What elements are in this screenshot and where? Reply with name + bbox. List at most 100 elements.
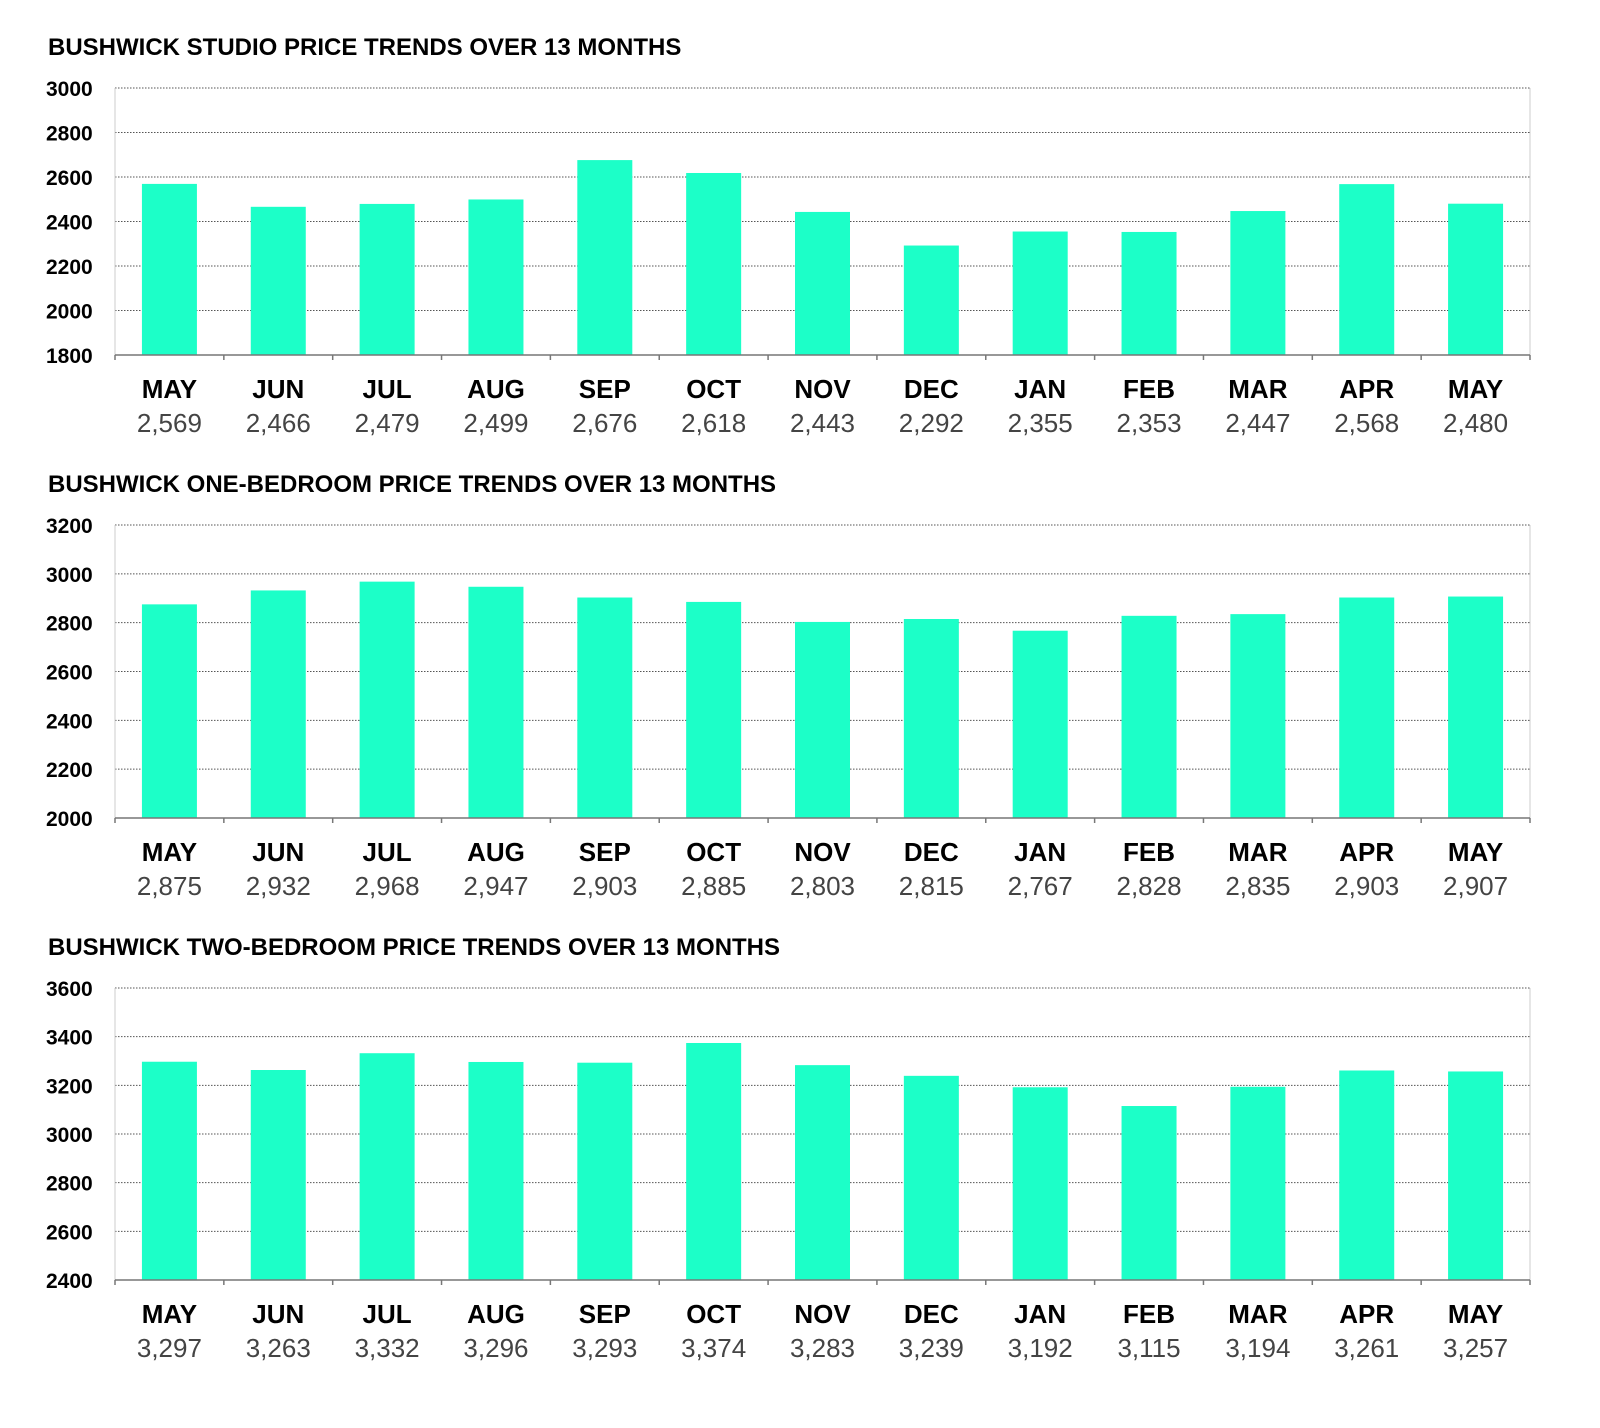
data-value-label: 2,815 bbox=[899, 871, 964, 901]
x-category-label: DEC bbox=[904, 374, 959, 404]
data-value-label: 3,261 bbox=[1334, 1333, 1399, 1363]
x-category-label: NOV bbox=[794, 374, 851, 404]
x-category-label: APR bbox=[1339, 1299, 1394, 1329]
data-value-label: 2,875 bbox=[137, 871, 202, 901]
y-tick-label: 2800 bbox=[46, 1173, 93, 1196]
x-category-label: APR bbox=[1339, 374, 1394, 404]
data-value-label: 2,618 bbox=[681, 408, 746, 438]
data-value-label: 2,767 bbox=[1008, 871, 1073, 901]
x-category-label: JUN bbox=[252, 1299, 304, 1329]
data-value-label: 2,443 bbox=[790, 408, 855, 438]
data-value-label: 3,115 bbox=[1117, 1333, 1180, 1363]
bar-jun bbox=[250, 590, 306, 818]
y-tick-label: 2400 bbox=[46, 212, 93, 235]
data-value-label: 2,353 bbox=[1116, 408, 1181, 438]
bar-oct bbox=[686, 172, 742, 355]
x-category-label: OCT bbox=[686, 1299, 741, 1329]
y-tick-label: 3200 bbox=[46, 515, 93, 538]
bar-sep bbox=[577, 597, 633, 818]
x-category-label: AUG bbox=[467, 374, 525, 404]
x-category-label: MAY bbox=[142, 837, 197, 867]
bar-jun bbox=[250, 206, 306, 355]
bar-nov bbox=[795, 211, 850, 355]
data-value-label: 3,192 bbox=[1008, 1333, 1073, 1363]
x-category-label: FEB bbox=[1123, 837, 1175, 867]
data-value-label: 2,932 bbox=[246, 871, 311, 901]
data-value-label: 3,194 bbox=[1225, 1333, 1290, 1363]
y-tick-label: 2800 bbox=[46, 613, 93, 636]
y-tick-label: 1800 bbox=[46, 345, 93, 368]
bar-aug bbox=[468, 1061, 524, 1280]
chart-3: BUSHWICK TWO-BEDROOM PRICE TRENDS OVER 1… bbox=[46, 934, 1531, 1363]
x-category-label: DEC bbox=[904, 1299, 959, 1329]
x-category-label: JUN bbox=[252, 837, 304, 867]
y-tick-label: 2800 bbox=[46, 123, 93, 146]
bar-may bbox=[141, 183, 197, 355]
data-value-label: 2,968 bbox=[355, 871, 420, 901]
y-tick-label: 3000 bbox=[46, 78, 93, 101]
bar-may bbox=[141, 604, 197, 818]
x-category-label: SEP bbox=[579, 374, 631, 404]
bar-sep bbox=[577, 1062, 633, 1280]
x-category-label: JAN bbox=[1014, 1299, 1066, 1329]
y-tick-label: 2000 bbox=[46, 808, 93, 831]
bar-dec bbox=[903, 245, 959, 355]
data-value-label: 2,447 bbox=[1225, 408, 1290, 438]
x-category-label: OCT bbox=[686, 374, 741, 404]
bar-jul bbox=[359, 581, 415, 818]
y-tick-label: 2600 bbox=[46, 662, 93, 685]
data-value-label: 2,466 bbox=[246, 408, 311, 438]
bar-jun bbox=[250, 1070, 306, 1280]
data-value-label: 2,568 bbox=[1334, 408, 1399, 438]
x-category-label: SEP bbox=[579, 837, 631, 867]
bar-mar bbox=[1230, 211, 1286, 355]
x-category-label: AUG bbox=[467, 1299, 525, 1329]
x-category-label: MAY bbox=[1448, 837, 1503, 867]
bar-feb bbox=[1121, 231, 1177, 355]
y-tick-label: 2200 bbox=[46, 256, 93, 279]
x-category-label: AUG bbox=[467, 837, 525, 867]
bar-nov bbox=[795, 1065, 850, 1280]
x-category-label: FEB bbox=[1123, 374, 1175, 404]
data-value-label: 3,257 bbox=[1443, 1333, 1508, 1363]
y-tick-label: 3000 bbox=[46, 1124, 93, 1147]
chart-title: BUSHWICK TWO-BEDROOM PRICE TRENDS OVER 1… bbox=[48, 934, 780, 961]
x-category-label: MAY bbox=[142, 374, 197, 404]
y-tick-label: 3400 bbox=[46, 1027, 93, 1050]
y-tick-label: 2400 bbox=[46, 710, 93, 733]
x-category-label: NOV bbox=[794, 837, 851, 867]
x-category-label: JUN bbox=[252, 374, 304, 404]
data-value-label: 2,885 bbox=[681, 871, 746, 901]
data-value-label: 2,907 bbox=[1443, 871, 1508, 901]
bar-aug bbox=[468, 199, 524, 355]
data-value-label: 2,835 bbox=[1225, 871, 1290, 901]
chart-1: BUSHWICK STUDIO PRICE TRENDS OVER 13 MON… bbox=[46, 34, 1531, 438]
data-value-label: 2,480 bbox=[1443, 408, 1508, 438]
x-category-label: OCT bbox=[686, 837, 741, 867]
data-value-label: 3,296 bbox=[463, 1333, 528, 1363]
data-value-label: 3,332 bbox=[355, 1333, 420, 1363]
chart-2: BUSHWICK ONE-BEDROOM PRICE TRENDS OVER 1… bbox=[46, 471, 1531, 901]
y-tick-label: 2400 bbox=[46, 1270, 93, 1293]
bar-nov bbox=[795, 621, 850, 818]
x-category-label: NOV bbox=[794, 1299, 851, 1329]
chart-title: BUSHWICK STUDIO PRICE TRENDS OVER 13 MON… bbox=[48, 34, 681, 61]
bar-oct bbox=[686, 1042, 742, 1280]
bar-apr bbox=[1339, 1070, 1395, 1280]
x-category-label: JUL bbox=[363, 837, 412, 867]
bar-may bbox=[1448, 596, 1504, 818]
bar-mar bbox=[1230, 614, 1286, 818]
data-value-label: 2,355 bbox=[1008, 408, 1073, 438]
data-value-label: 3,263 bbox=[246, 1333, 311, 1363]
bar-apr bbox=[1339, 184, 1395, 355]
data-value-label: 2,676 bbox=[572, 408, 637, 438]
y-tick-label: 2000 bbox=[46, 301, 93, 324]
y-tick-label: 3000 bbox=[46, 564, 93, 587]
bar-jan bbox=[1012, 231, 1068, 355]
x-category-label: FEB bbox=[1123, 1299, 1175, 1329]
bar-may bbox=[141, 1061, 197, 1280]
y-tick-label: 3200 bbox=[46, 1075, 93, 1098]
bar-jan bbox=[1012, 1087, 1068, 1280]
x-category-label: MAY bbox=[1448, 374, 1503, 404]
